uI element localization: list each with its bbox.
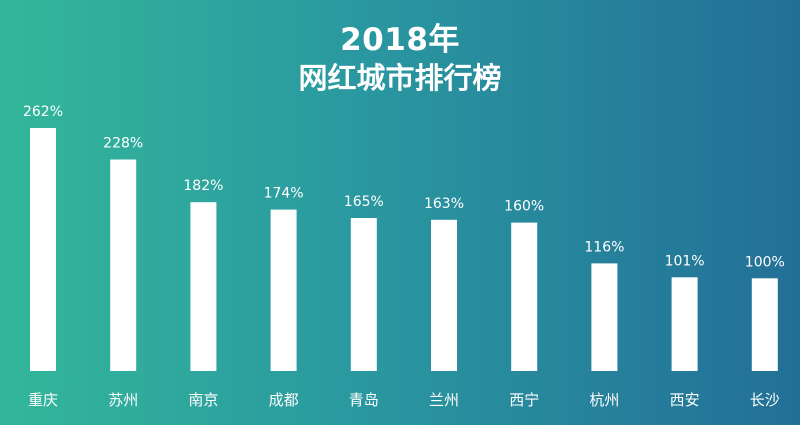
category-label: 兰州 xyxy=(429,391,459,409)
chart-title: 2018年 xyxy=(340,22,460,58)
category-label: 青岛 xyxy=(349,391,379,409)
category-label: 西宁 xyxy=(509,391,539,409)
bar-杭州 xyxy=(591,263,618,371)
chart-subtitle: 网红城市排行榜 xyxy=(298,61,502,95)
category-label: 重庆 xyxy=(28,391,58,409)
category-label: 西安 xyxy=(670,391,700,409)
value-label: 116% xyxy=(584,239,624,255)
bar-长沙 xyxy=(751,278,778,371)
bar-兰州 xyxy=(431,219,457,371)
bar-重庆 xyxy=(30,128,56,371)
bar-苏州 xyxy=(110,159,137,371)
category-label: 南京 xyxy=(188,391,218,409)
bar-西宁 xyxy=(511,222,538,371)
value-label: 228% xyxy=(103,136,143,152)
category-label: 杭州 xyxy=(589,391,619,409)
value-label: 182% xyxy=(183,178,223,194)
value-label: 262% xyxy=(23,104,63,120)
category-label: 成都 xyxy=(269,391,299,409)
value-label: 100% xyxy=(745,254,785,270)
value-label: 165% xyxy=(344,194,384,210)
value-label: 174% xyxy=(264,186,304,202)
bar-青岛 xyxy=(350,218,377,371)
value-label: 160% xyxy=(504,199,544,215)
value-label: 163% xyxy=(424,196,464,212)
category-label: 苏州 xyxy=(108,391,138,409)
bar-成都 xyxy=(270,209,297,371)
category-label: 长沙 xyxy=(750,391,780,409)
value-label: 101% xyxy=(665,253,705,269)
bar-南京 xyxy=(190,202,217,371)
bar-西安 xyxy=(671,277,698,371)
